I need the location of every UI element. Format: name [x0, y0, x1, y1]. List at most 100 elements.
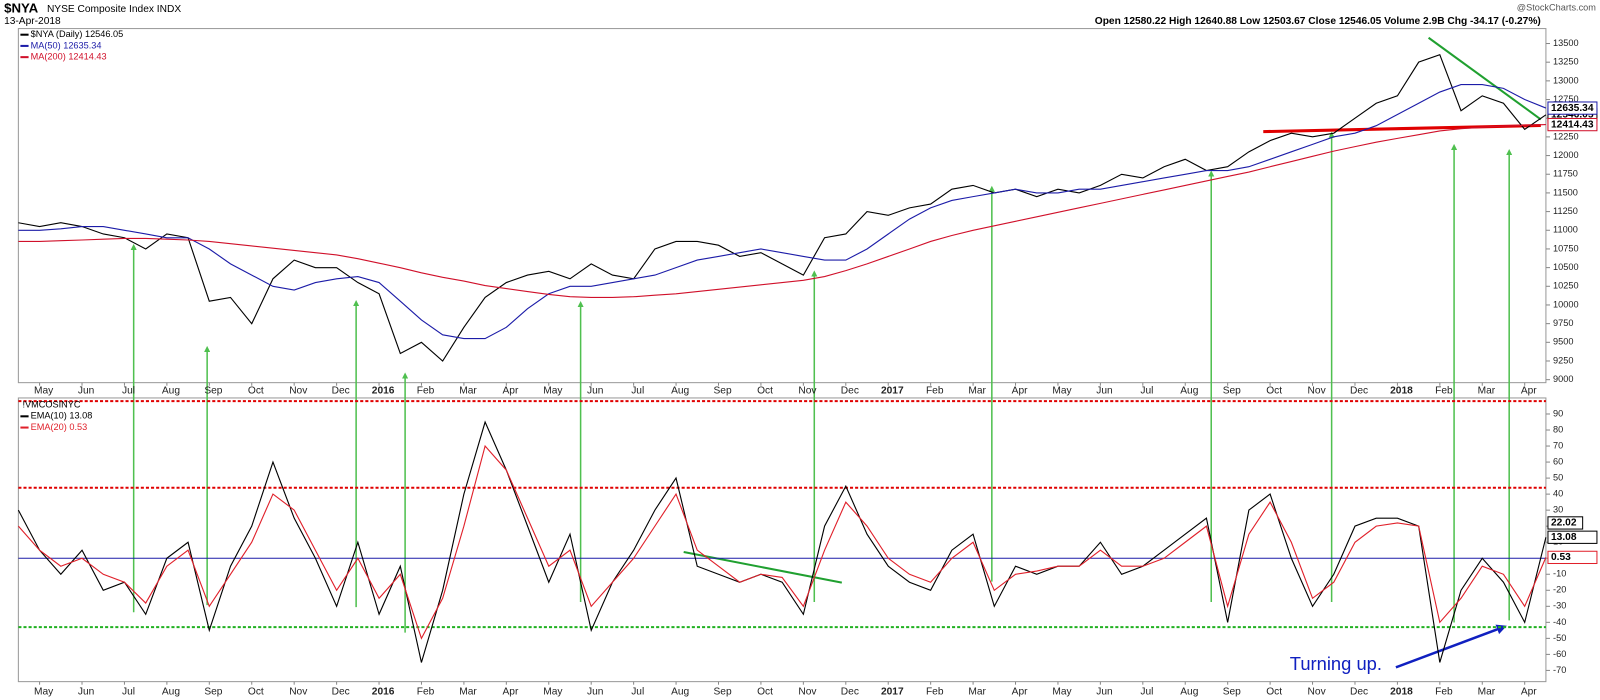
x-tick-label: Dec: [1350, 386, 1368, 397]
y-tick-label: 40: [1553, 489, 1563, 499]
annotation: Turning up.: [1290, 653, 1382, 674]
x-tick-label: Jun: [587, 386, 603, 397]
x-tick-label: May: [1052, 386, 1072, 397]
credit: @StockCharts.com: [1517, 3, 1596, 13]
legend-entry: EMA(10) 13.08: [31, 411, 93, 421]
x-tick-label: May: [34, 386, 54, 397]
y-tick-label: -70: [1553, 665, 1566, 675]
x-tick-label: Aug: [162, 386, 180, 397]
x-tick-label: Dec: [841, 687, 859, 698]
date: 13-Apr-2018: [4, 16, 61, 27]
y-tick-label: 12750: [1553, 94, 1579, 104]
y-tick-label: 9750: [1553, 318, 1573, 328]
legend-entry: $NYA (Daily) 12546.05: [31, 29, 124, 39]
x-tick-label: Apr: [1012, 386, 1028, 397]
panel-title: !VMCOSINYC: [22, 400, 80, 410]
x-tick-label: 2017: [881, 386, 904, 397]
series-line: [18, 84, 1547, 340]
x-tick-label: Apr: [1521, 687, 1537, 698]
x-tick-label: Oct: [757, 687, 773, 698]
y-tick-label: 11000: [1553, 225, 1578, 235]
x-tick-label: Sep: [1223, 386, 1241, 397]
trendline: [683, 551, 843, 584]
x-tick-label: Aug: [162, 687, 180, 698]
x-tick-label: Dec: [332, 386, 350, 397]
x-tick-label: Jul: [631, 687, 644, 698]
last-value: 12635.34: [1551, 103, 1594, 114]
x-tick-label: May: [543, 386, 563, 397]
current-value: 22.02: [1551, 518, 1577, 529]
y-tick-label: 13500: [1553, 38, 1579, 48]
x-tick-label: Sep: [714, 386, 732, 397]
y-tick-label: 11500: [1553, 187, 1578, 197]
price-panel: [17, 28, 1547, 384]
x-tick-label: Aug: [671, 386, 689, 397]
x-tick-label: Jul: [122, 386, 135, 397]
value-box: [1547, 117, 1598, 132]
x-tick-label: Oct: [248, 687, 264, 698]
series-line: [18, 53, 1547, 362]
index-name: NYSE Composite Index INDX: [47, 4, 181, 15]
x-tick-label: Nov: [289, 687, 308, 698]
y-tick-label: -60: [1553, 649, 1566, 659]
x-tick-label: Dec: [1350, 687, 1368, 698]
x-tick-label: Mar: [968, 386, 986, 397]
x-tick-label: Sep: [1223, 687, 1241, 698]
y-tick-label: 50: [1553, 473, 1563, 483]
x-tick-label: Feb: [417, 687, 435, 698]
y-tick-label: 11750: [1553, 169, 1578, 179]
series-line: [18, 124, 1546, 299]
legend-entry: MA(200) 12414.43: [31, 52, 107, 62]
x-tick-label: Sep: [204, 687, 222, 698]
x-tick-label: Apr: [1521, 386, 1537, 397]
x-tick-label: 2018: [1390, 687, 1413, 698]
x-tick-label: Jun: [1096, 687, 1112, 698]
x-tick-label: Jul: [631, 386, 644, 397]
quote: Open 12580.22 High 12640.88 Low 12503.67…: [1095, 16, 1541, 27]
x-tick-label: Aug: [671, 687, 689, 698]
y-tick-label: 11250: [1553, 206, 1578, 216]
x-tick-label: Feb: [1435, 386, 1453, 397]
x-tick-label: Aug: [1180, 386, 1198, 397]
x-tick-label: Mar: [968, 687, 986, 698]
y-tick-label: 9250: [1553, 355, 1573, 365]
y-tick-label: 13250: [1553, 57, 1579, 67]
legend-entry: EMA(20) 0.53: [31, 422, 88, 432]
x-tick-label: Feb: [926, 386, 944, 397]
y-tick-label: 13000: [1553, 75, 1579, 85]
x-tick-label: Nov: [1308, 386, 1327, 397]
x-tick-label: Jun: [1096, 386, 1112, 397]
y-tick-label: 10000: [1553, 299, 1579, 309]
y-tick-label: 9000: [1553, 374, 1573, 384]
last-value: 0.53: [1551, 552, 1571, 563]
x-tick-label: Oct: [1266, 687, 1282, 698]
x-tick-label: Jun: [78, 386, 94, 397]
x-tick-label: Feb: [926, 687, 944, 698]
y-tick-label: 90: [1553, 408, 1563, 418]
y-tick-label: 9500: [1553, 337, 1573, 347]
last-value: 12414.43: [1551, 119, 1594, 130]
x-tick-label: Oct: [757, 386, 773, 397]
x-tick-label: Mar: [459, 687, 477, 698]
x-tick-label: Jul: [122, 687, 135, 698]
x-tick-label: Feb: [1435, 687, 1453, 698]
x-tick-label: May: [1052, 687, 1072, 698]
x-tick-label: Feb: [417, 386, 435, 397]
x-tick-label: Jul: [1140, 386, 1153, 397]
legend-entry: MA(50) 12635.34: [31, 40, 102, 50]
x-tick-label: Sep: [714, 687, 732, 698]
value-box: [1547, 550, 1598, 565]
x-tick-label: Oct: [248, 386, 264, 397]
series-line: [17, 420, 1547, 663]
x-tick-label: Nov: [798, 386, 817, 397]
x-tick-label: Nov: [798, 687, 817, 698]
y-tick-label: 60: [1553, 456, 1563, 466]
y-tick-label: 10750: [1553, 243, 1579, 253]
x-tick-label: Apr: [1012, 687, 1028, 698]
y-tick-label: 70: [1553, 440, 1563, 450]
x-tick-label: Dec: [841, 386, 859, 397]
x-tick-label: Apr: [502, 687, 518, 698]
y-tick-label: 30: [1553, 505, 1563, 515]
series-line: [17, 444, 1547, 640]
